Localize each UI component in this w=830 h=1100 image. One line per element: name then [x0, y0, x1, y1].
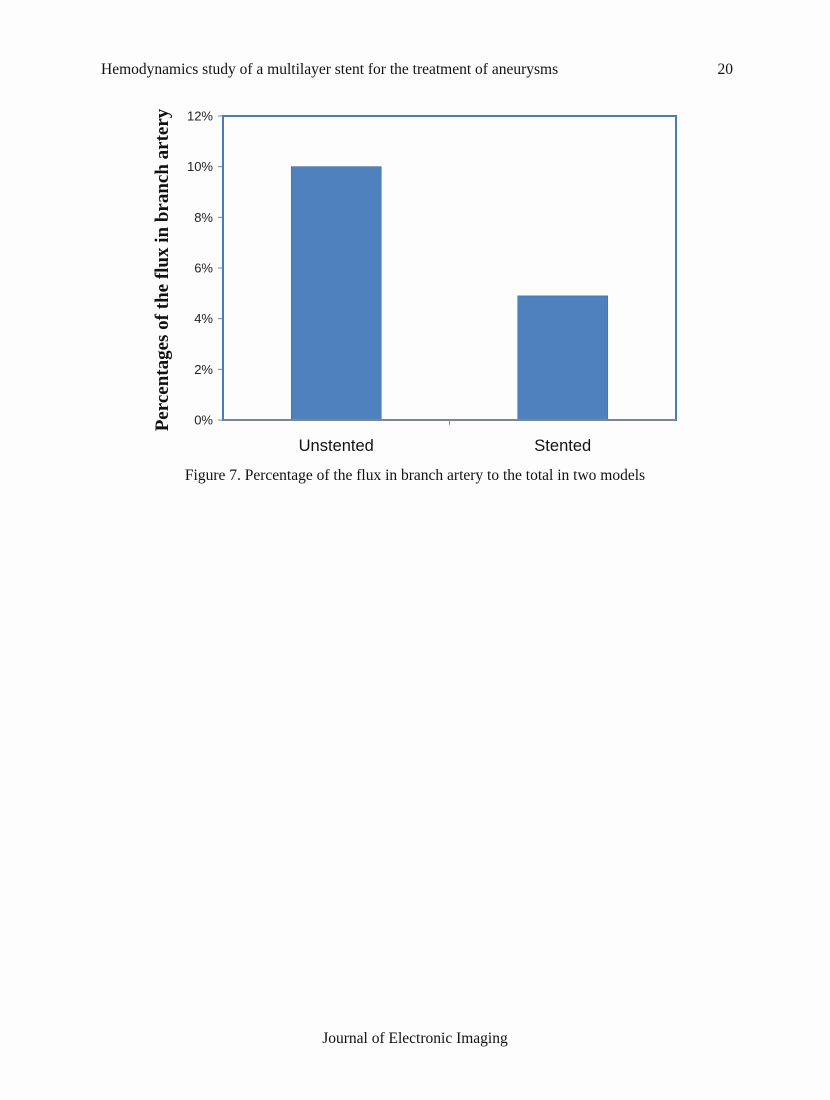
y-axis-ticks: 0% 2% 4% 6% 8% 10% 12%: [187, 109, 223, 428]
y-tick-label: 10%: [187, 159, 213, 174]
y-tick-label: 0%: [194, 413, 213, 428]
y-tick-label: 8%: [194, 210, 213, 225]
y-axis-title-group: Percentages of the flux in branch artery: [152, 108, 173, 431]
plot-frame-group: [222, 115, 677, 425]
running-header: Hemodynamics study of a multilayer stent…: [101, 61, 733, 79]
category-label: Stented: [534, 437, 591, 455]
y-tick-label: 4%: [194, 311, 213, 326]
y-axis-title: Percentages of the flux in branch artery: [152, 108, 173, 431]
category-label: Unstented: [299, 437, 374, 455]
y-tick-label: 12%: [187, 109, 213, 124]
bars: [290, 166, 609, 421]
journal-footer: Journal of Electronic Imaging: [322, 1030, 508, 1047]
bar-unstented: [290, 166, 382, 421]
y-tick-label: 2%: [194, 362, 213, 377]
page-number: 20: [717, 61, 734, 78]
figure-7: Percentages of the flux in branch artery…: [148, 98, 688, 463]
bar-stented: [517, 295, 609, 421]
running-title: Hemodynamics study of a multilayer stent…: [101, 61, 559, 78]
category-labels: Unstented Stented: [299, 437, 592, 455]
bar-chart: Percentages of the flux in branch artery…: [152, 108, 677, 455]
y-tick-label: 6%: [194, 261, 213, 276]
figure-caption: Figure 7. Percentage of the flux in bran…: [184, 467, 646, 484]
